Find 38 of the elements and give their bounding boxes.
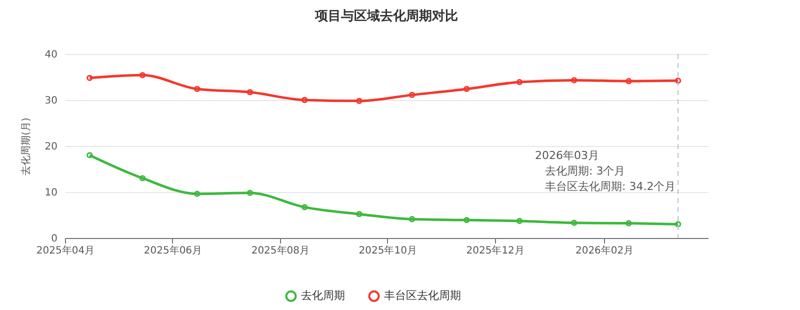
- y-tick-label: 30: [44, 96, 58, 106]
- point: [464, 216, 470, 224]
- x-tick-label: 2025年06月: [144, 244, 202, 256]
- point: [626, 78, 632, 84]
- y-tick-label: 20: [44, 142, 58, 152]
- chart-title: 项目与区域去化周期对比: [314, 9, 458, 24]
- x-tick-label: 2025年08月: [251, 244, 310, 256]
- annotation: 去化周期: 3个月: [545, 164, 626, 178]
- point: [194, 86, 200, 92]
- point: [408, 92, 416, 98]
- point: [571, 220, 578, 226]
- legend-label: 丰台区去化周期: [384, 289, 461, 302]
- point: [301, 204, 308, 210]
- point: [356, 210, 362, 218]
- point: [516, 218, 523, 224]
- point: [571, 77, 578, 84]
- point: [194, 190, 200, 197]
- x-tick-label: 2025年12月: [466, 244, 524, 256]
- legend-label: 去化周期: [301, 289, 345, 302]
- annotation: 丰台区去化周期: 34.2个月: [545, 180, 676, 193]
- point: [246, 89, 254, 96]
- point: [464, 86, 470, 92]
- point: [626, 220, 632, 226]
- annotation: 2026年03月: [535, 149, 599, 162]
- y-axis-title: 去化周期(月): [20, 118, 32, 176]
- x-tick-label: 2025年04月: [36, 244, 95, 256]
- y-tick-label: 0: [51, 234, 58, 244]
- point: [516, 78, 523, 86]
- point: [356, 98, 362, 104]
- point: [408, 216, 416, 222]
- point: [301, 96, 308, 104]
- x-tick-label: 2026年02月: [575, 244, 634, 256]
- y-tick-label: 10: [44, 188, 58, 198]
- point: [139, 175, 146, 182]
- point: [246, 190, 254, 196]
- x-tick-label: 2025年10月: [358, 244, 417, 256]
- point: [139, 72, 146, 78]
- y-tick-label: 40: [44, 50, 58, 60]
